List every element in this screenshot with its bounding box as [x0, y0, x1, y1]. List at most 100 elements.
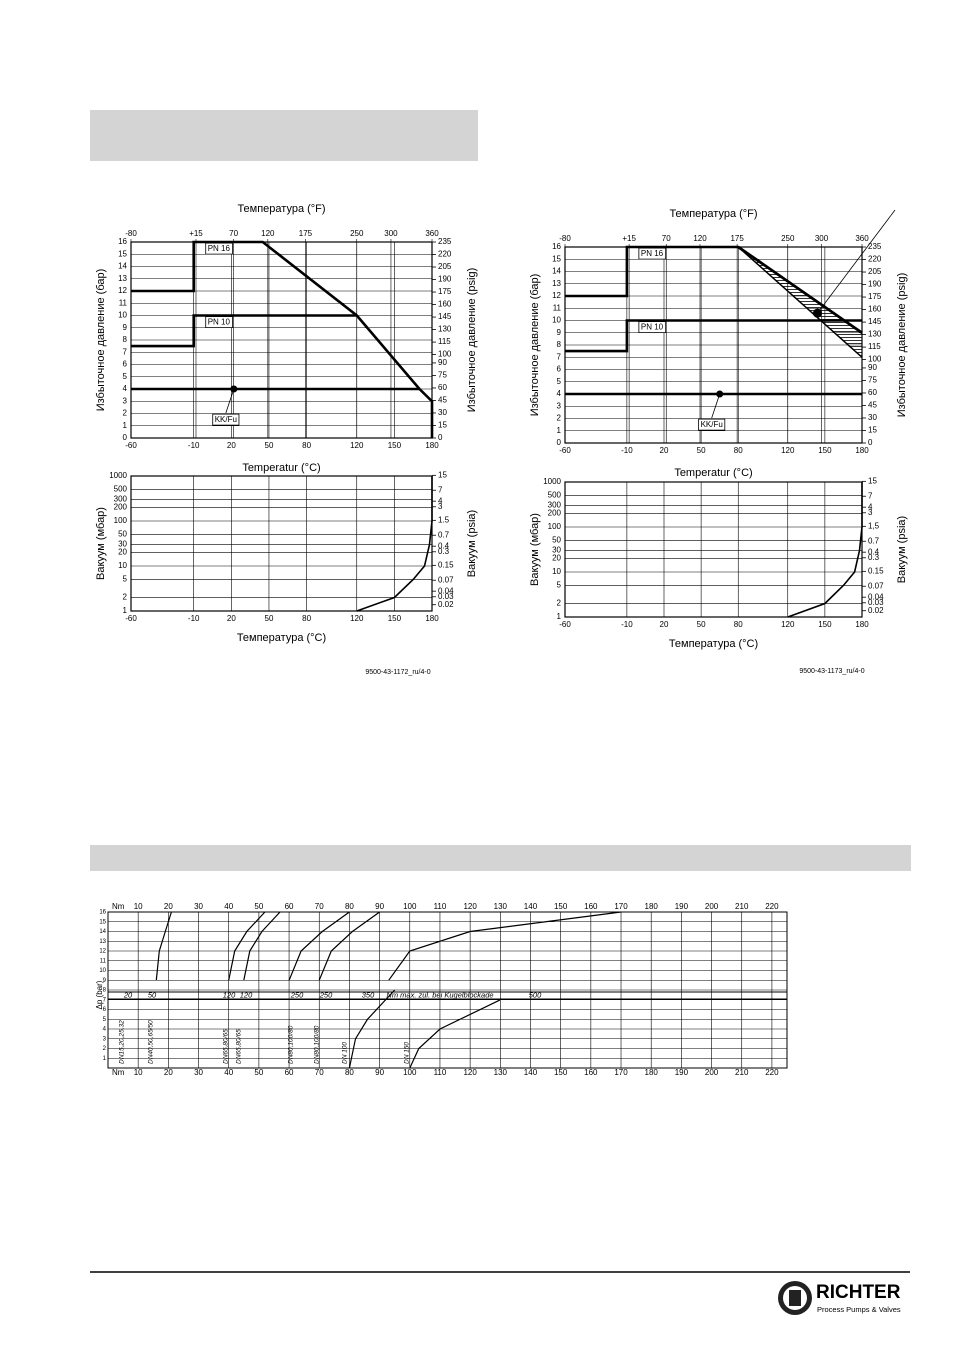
- plot-frame: [130, 241, 433, 439]
- y-tick-label: 6: [103, 1007, 107, 1013]
- plot-frame: [107, 911, 788, 1069]
- x-tick-label: 60: [285, 1068, 294, 1077]
- y-tick-label: 100: [114, 516, 128, 525]
- y2-tick-label: 115: [438, 337, 451, 346]
- x-tick-label: 120: [350, 614, 364, 623]
- annotation: 250: [319, 990, 333, 999]
- annotation: Nm max. zul. bei Kugelblockade: [386, 990, 493, 999]
- x-tick-label: 210: [735, 902, 749, 911]
- label-box: [638, 247, 667, 260]
- label-box: [205, 242, 233, 255]
- x-tick-label: 50: [265, 441, 274, 450]
- torque-curve: [388, 911, 622, 981]
- annotation: 120: [223, 990, 236, 999]
- y2-tick-label: 3: [438, 502, 443, 511]
- x2-tick-label: +15: [622, 234, 636, 243]
- x-tick-label: 50: [697, 620, 706, 629]
- x-tick-label: 150: [388, 441, 402, 450]
- y2-tick-label: 175: [868, 292, 882, 301]
- x-tick-label: 20: [660, 620, 669, 629]
- annotation: 50: [148, 990, 157, 999]
- x2-tick-label: -80: [559, 234, 571, 243]
- y-tick-label: 9: [103, 978, 107, 984]
- y2-tick-label: 75: [438, 371, 447, 380]
- x2-tick-label: 120: [693, 234, 707, 243]
- y-tick-label: 13: [118, 274, 127, 283]
- x-tick-label: 50: [697, 446, 706, 455]
- x2-tick-label: 300: [815, 234, 829, 243]
- logo: RICHTER Process Pumps & Valves: [778, 1281, 901, 1315]
- y2-tick-label: 205: [438, 262, 452, 271]
- y-tick-label: 2: [103, 1046, 107, 1052]
- y-tick-label: 7: [557, 352, 562, 361]
- y-tick-label: 6: [123, 360, 128, 369]
- y2-tick-label: 3: [868, 508, 873, 517]
- x2-tick-label: 250: [781, 234, 795, 243]
- x-tick-label: 120: [463, 1068, 477, 1077]
- x-tick-label: 130: [494, 1068, 508, 1077]
- x-unit: Nm: [112, 1068, 125, 1077]
- x-tick-label: 120: [463, 902, 477, 911]
- y-tick-label: 5: [123, 372, 128, 381]
- x-tick-label: 50: [254, 902, 263, 911]
- x-tick-label: 130: [494, 902, 508, 911]
- y-tick-label: 200: [548, 509, 562, 518]
- y2-axis-label: Избыточное давление (psig): [896, 273, 908, 417]
- x-tick-label: 100: [403, 902, 417, 911]
- y2-tick-label: 160: [438, 300, 452, 309]
- point: [230, 385, 238, 393]
- y-tick-label: 500: [114, 485, 128, 494]
- series-line: [131, 240, 434, 438]
- y2-tick-label: 0.7: [868, 536, 880, 545]
- y-tick-label: 1: [123, 606, 128, 615]
- x-tick-label: 80: [345, 902, 354, 911]
- x-tick-label: 40: [224, 1068, 233, 1077]
- y2-tick-label: 15: [438, 421, 447, 430]
- x-tick-label: 190: [675, 1068, 689, 1077]
- y2-tick-label: 100: [438, 350, 452, 359]
- y-axis-label: Вакуум (мбар): [95, 507, 107, 580]
- dn-label: DN80,100/80: [288, 1025, 295, 1064]
- y-tick-label: 30: [552, 546, 561, 555]
- x-tick-label: -10: [188, 614, 200, 623]
- x2-tick-label: 300: [384, 229, 398, 238]
- x-tick-label: 10: [134, 902, 143, 911]
- y-tick-label: 300: [114, 495, 128, 504]
- x-unit: Nm: [112, 902, 125, 911]
- y2-tick-label: 15: [868, 476, 877, 485]
- x-axis-label: Temperatur (°C): [242, 462, 320, 474]
- y2-tick-label: 0.3: [868, 553, 880, 562]
- y-tick-label: 9: [123, 323, 128, 332]
- y2-tick-label: 130: [438, 325, 452, 334]
- x-tick-label: 70: [315, 902, 324, 911]
- y-tick-label: 500: [548, 491, 562, 500]
- label-box: [638, 321, 667, 334]
- y2-tick-label: 90: [868, 363, 877, 372]
- series-line: [131, 314, 357, 348]
- y-tick-label: 10: [118, 561, 127, 570]
- y-tick-label: 1: [557, 426, 562, 435]
- y-tick-label: 100: [548, 522, 562, 531]
- y2-tick-label: 0.7: [438, 530, 450, 539]
- y-tick-label: 13: [99, 939, 106, 945]
- y2-tick-label: 0.4: [438, 541, 450, 550]
- y-axis-label: Δp (bar): [95, 980, 104, 1009]
- y-tick-label: 2: [123, 593, 128, 602]
- y-tick-label: 16: [552, 242, 561, 251]
- y2-tick-label: 0: [868, 438, 873, 447]
- y2-tick-label: 90: [438, 358, 447, 367]
- y-axis-label: Избыточное давление (бар): [529, 274, 541, 417]
- x-tick-label: -60: [559, 620, 571, 629]
- x-tick-label: 20: [227, 441, 236, 450]
- x-tick-label: 150: [818, 620, 832, 629]
- y-tick-label: 9: [557, 328, 562, 337]
- y2-axis-label: Вакуум (psia): [466, 510, 478, 577]
- y2-tick-label: 0.02: [438, 600, 454, 609]
- label-box: [212, 413, 240, 426]
- y2-tick-label: 0.07: [868, 581, 884, 590]
- x-tick-label: 160: [584, 1068, 598, 1077]
- x-tick-label: 150: [554, 902, 568, 911]
- y2-tick-label: 130: [868, 330, 882, 339]
- x-tick-label: 120: [350, 441, 364, 450]
- annotation: 350: [362, 990, 375, 999]
